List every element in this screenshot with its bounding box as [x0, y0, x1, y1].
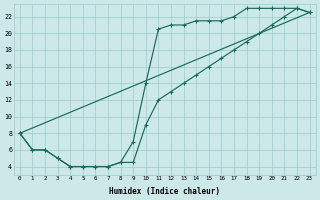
X-axis label: Humidex (Indice chaleur): Humidex (Indice chaleur): [109, 187, 220, 196]
